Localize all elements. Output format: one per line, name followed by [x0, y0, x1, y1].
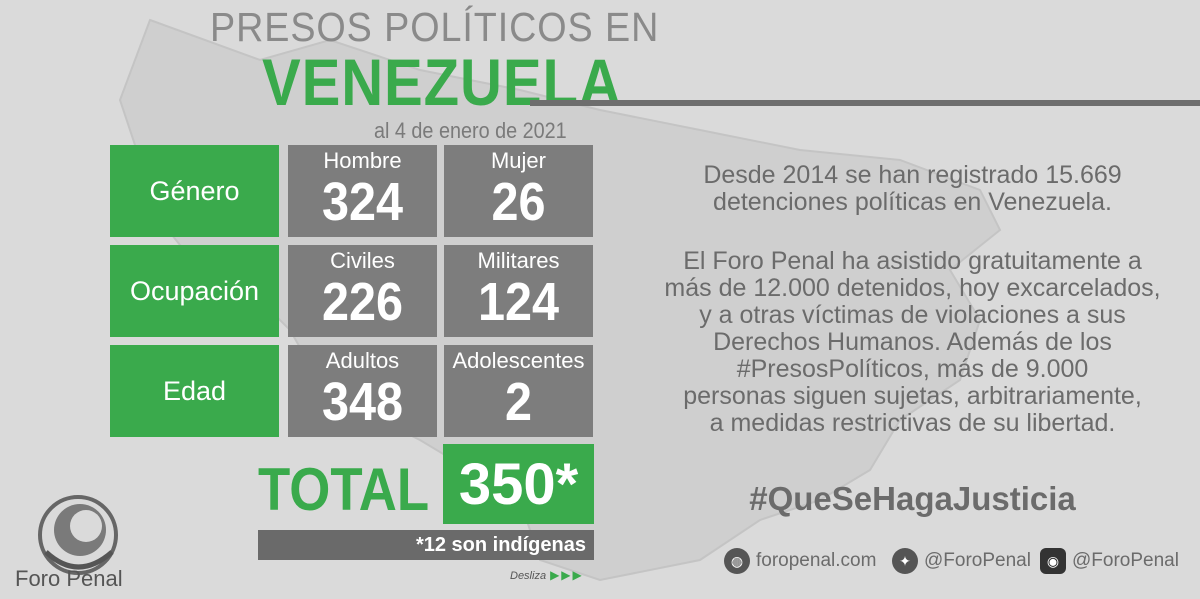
category-ocupacion: Ocupación	[110, 245, 279, 337]
title-underline	[530, 100, 1200, 106]
paragraph-intro: Desde 2014 se han registrado 15.669 dete…	[625, 162, 1200, 216]
text-line: Derechos Humanos. Además de los	[713, 328, 1112, 356]
cell-value: 226	[321, 272, 404, 332]
cell-value: 348	[321, 372, 404, 432]
cell-value: 26	[491, 172, 546, 232]
total-value: 350*	[443, 444, 594, 524]
globe-icon: ◍	[724, 548, 750, 574]
cell-label: Adolescentes	[452, 348, 585, 373]
social-instagram[interactable]: ◉ @ForoPenal	[1040, 546, 1179, 576]
twitter-icon: ✦	[892, 548, 918, 574]
cell-mujer: Mujer 26	[444, 145, 593, 237]
swipe-arrows-icon: ▶▶▶	[550, 568, 584, 582]
text-line: y a otras víctimas de violaciones a sus	[699, 301, 1126, 329]
web-link[interactable]: foropenal.com	[756, 550, 877, 571]
foro-penal-logo	[38, 495, 118, 575]
social-twitter[interactable]: ✦ @ForoPenal	[892, 546, 1031, 576]
instagram-icon: ◉	[1040, 548, 1066, 574]
cell-value: 324	[321, 172, 404, 232]
date-label: al 4 de enero de 2021	[374, 118, 567, 143]
text-line: detenciones políticas en Venezuela.	[713, 188, 1112, 216]
paragraph-details: El Foro Penal ha asistido gratuitamente …	[625, 248, 1200, 437]
hashtag: #QueSeHagaJusticia	[749, 480, 1076, 517]
cell-hombre: Hombre 324	[288, 145, 437, 237]
indigenous-note: *12 son indígenas	[258, 530, 594, 560]
total-label: TOTAL	[258, 456, 430, 523]
category-edad: Edad	[110, 345, 279, 437]
title-top: PRESOS POLÍTICOS EN	[210, 4, 660, 50]
cell-civiles: Civiles 226	[288, 245, 437, 337]
title-main: VENEZUELA	[262, 45, 622, 119]
cell-value: 124	[477, 272, 560, 332]
text-line: personas siguen sujetas, arbitrariamente…	[683, 382, 1142, 410]
logo-text: Foro Penal	[15, 566, 123, 591]
cell-label: Adultos	[325, 348, 400, 373]
twitter-handle[interactable]: @ForoPenal	[924, 550, 1031, 571]
text-line: Desde 2014 se han registrado 15.669	[703, 161, 1122, 189]
text-line: #PresosPolíticos, más de 9.000	[736, 355, 1089, 383]
swipe-label: Desliza	[510, 570, 547, 582]
social-web[interactable]: ◍ foropenal.com	[724, 546, 876, 576]
instagram-handle[interactable]: @ForoPenal	[1072, 550, 1179, 571]
text-line: más de 12.000 detenidos, hoy excarcelado…	[664, 274, 1161, 302]
cell-label: Civiles	[330, 248, 395, 273]
cell-value: 2	[504, 372, 533, 432]
cell-label: Militares	[477, 248, 560, 273]
cell-militares: Militares 124	[444, 245, 593, 337]
text-line: a medidas restrictivas de su libertad.	[709, 409, 1116, 437]
swipe-hint[interactable]: Desliza ▶▶▶	[510, 568, 584, 582]
category-genero: Género	[110, 145, 279, 237]
cell-label: Hombre	[323, 148, 402, 173]
cell-adultos: Adultos 348	[288, 345, 437, 437]
text-line: El Foro Penal ha asistido gratuitamente …	[683, 247, 1142, 275]
cell-adolescentes: Adolescentes 2	[444, 345, 593, 437]
cell-label: Mujer	[490, 148, 546, 173]
